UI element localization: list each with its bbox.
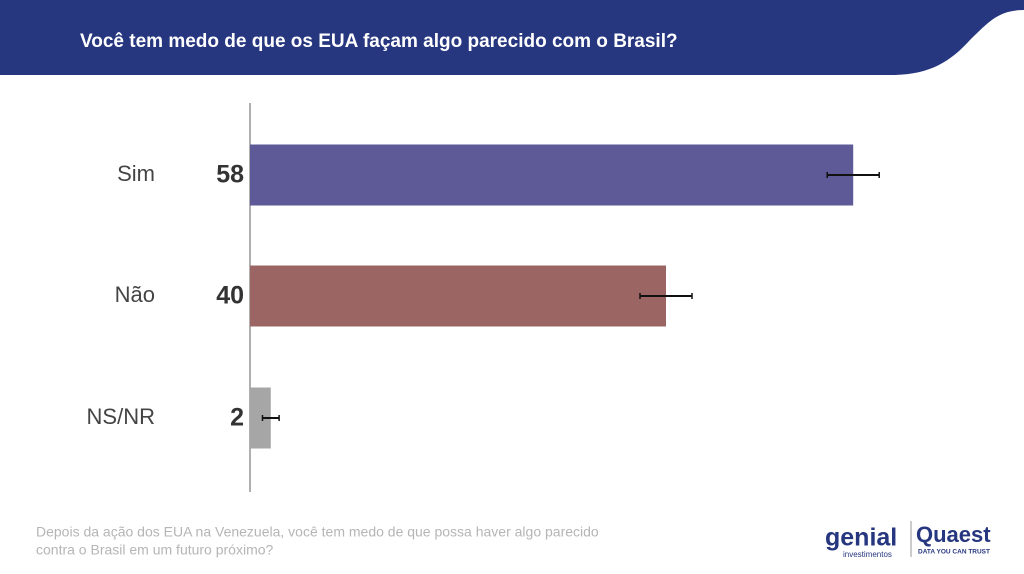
- footnote: Depois da ação dos EUA na Venezuela, voc…: [36, 524, 599, 540]
- value-label: 40: [216, 282, 244, 310]
- chart-title: Você tem medo de que os EUA façam algo p…: [80, 31, 678, 52]
- logo-divider: [910, 521, 912, 557]
- category-label: Sim: [117, 161, 155, 186]
- logo-genial-sub: investimentos: [843, 550, 892, 559]
- footnote: contra o Brasil em um futuro próximo?: [36, 542, 274, 558]
- logo-genial: genial: [825, 524, 897, 552]
- bar: [250, 387, 271, 449]
- bars: Sim 58 Não 40 NS/NR 2: [87, 144, 880, 449]
- bar: [250, 265, 666, 327]
- value-label: 58: [216, 161, 244, 189]
- logo-quaest: Quaest: [916, 522, 991, 547]
- category-label: Não: [115, 282, 155, 307]
- value-label: 2: [230, 404, 244, 432]
- bar: [250, 144, 854, 206]
- header-band: [0, 0, 1024, 75]
- logo-quaest-sub: DATA YOU CAN TRUST: [918, 549, 990, 556]
- category-label: NS/NR: [87, 404, 155, 429]
